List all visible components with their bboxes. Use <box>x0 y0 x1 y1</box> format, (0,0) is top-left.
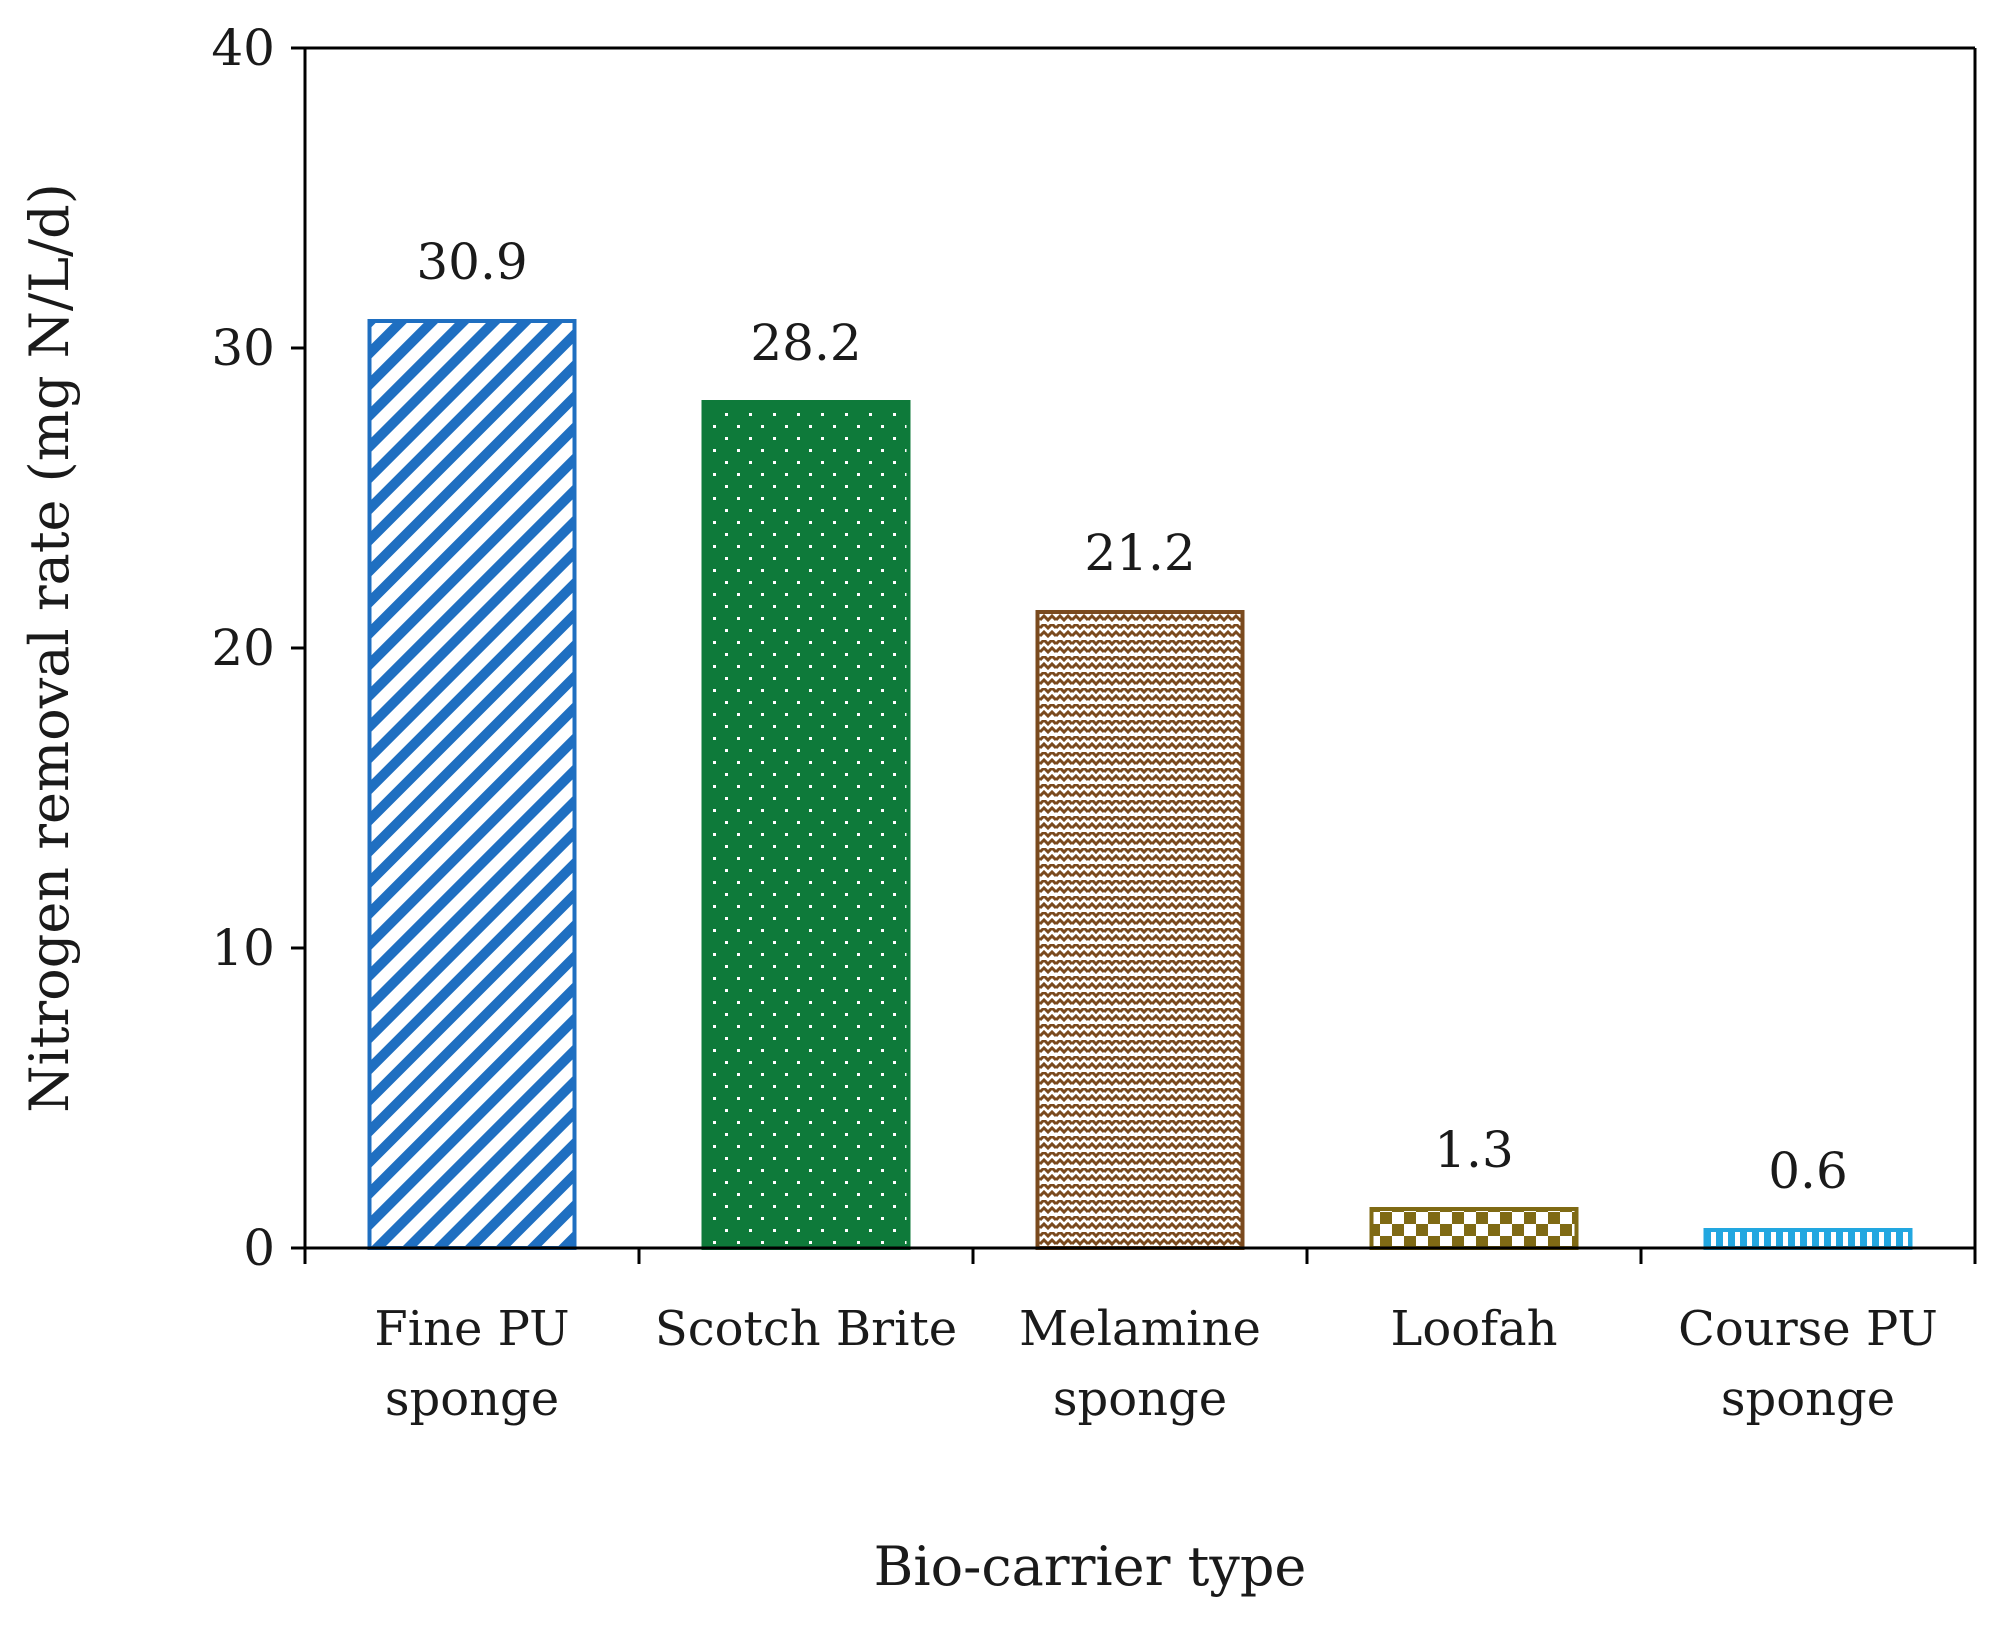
y-axis-title: Nitrogen removal rate (mg N/L/d) <box>18 183 81 1113</box>
x-tick-label: sponge <box>1053 1371 1227 1427</box>
y-tick-label: 0 <box>243 1219 275 1277</box>
x-tick-label: Fine PU <box>374 1301 569 1357</box>
bars <box>367 319 1913 1250</box>
y-tick-label: 10 <box>211 919 275 977</box>
bar <box>1035 610 1245 1250</box>
data-label: 21.2 <box>1084 524 1195 582</box>
x-tick-label: Melamine <box>1019 1301 1261 1357</box>
bar <box>1703 1228 1913 1250</box>
y-axis-ticks: 0 10 20 30 40 <box>211 19 1977 1277</box>
bar <box>1369 1207 1579 1250</box>
x-axis-title: Bio-carrier type <box>874 1535 1307 1598</box>
y-tick-label: 20 <box>211 619 275 677</box>
bar <box>367 319 577 1250</box>
data-labels: 30.9 28.2 21.2 1.3 0.6 <box>416 233 1847 1200</box>
bar <box>701 400 911 1250</box>
x-tick-label: Course PU <box>1678 1301 1938 1357</box>
x-tick-label: sponge <box>385 1371 559 1427</box>
y-tick-label: 30 <box>211 319 275 377</box>
data-label: 0.6 <box>1768 1142 1848 1200</box>
x-tick-label: Loofah <box>1391 1301 1558 1357</box>
data-label: 30.9 <box>416 233 527 291</box>
x-axis-category-labels: Fine PU sponge Scotch Brite Melamine sponge L… <box>374 1301 1937 1427</box>
x-tick-label: sponge <box>1721 1371 1895 1427</box>
data-label: 1.3 <box>1434 1121 1514 1179</box>
y-tick-label: 40 <box>211 19 275 77</box>
x-tick-label: Scotch Brite <box>655 1301 957 1357</box>
data-label: 28.2 <box>750 314 861 372</box>
